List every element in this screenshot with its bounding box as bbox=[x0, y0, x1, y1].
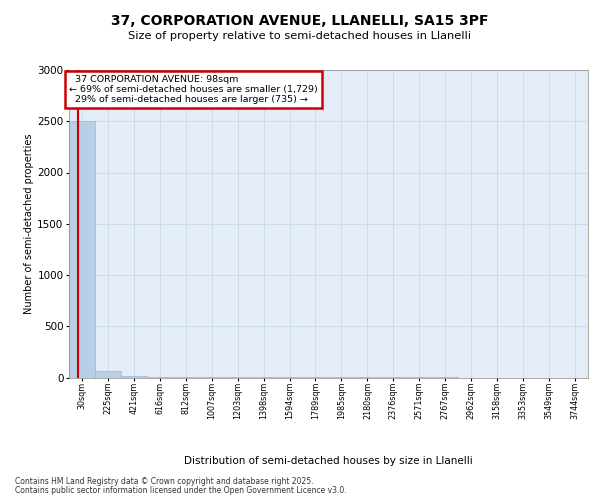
Bar bbox=[121, 376, 147, 378]
Bar bbox=[173, 377, 199, 378]
Y-axis label: Number of semi-detached properties: Number of semi-detached properties bbox=[25, 134, 34, 314]
Text: 37, CORPORATION AVENUE, LLANELLI, SA15 3PF: 37, CORPORATION AVENUE, LLANELLI, SA15 3… bbox=[111, 14, 489, 28]
Bar bbox=[95, 372, 121, 378]
Bar bbox=[69, 121, 95, 378]
Text: Distribution of semi-detached houses by size in Llanelli: Distribution of semi-detached houses by … bbox=[184, 456, 473, 466]
Text: Contains public sector information licensed under the Open Government Licence v3: Contains public sector information licen… bbox=[15, 486, 347, 495]
Text: 37 CORPORATION AVENUE: 98sqm
← 69% of semi-detached houses are smaller (1,729)
 : 37 CORPORATION AVENUE: 98sqm ← 69% of se… bbox=[69, 74, 318, 104]
Text: Contains HM Land Registry data © Crown copyright and database right 2025.: Contains HM Land Registry data © Crown c… bbox=[15, 477, 314, 486]
Bar bbox=[147, 376, 173, 378]
Text: Size of property relative to semi-detached houses in Llanelli: Size of property relative to semi-detach… bbox=[128, 31, 472, 41]
